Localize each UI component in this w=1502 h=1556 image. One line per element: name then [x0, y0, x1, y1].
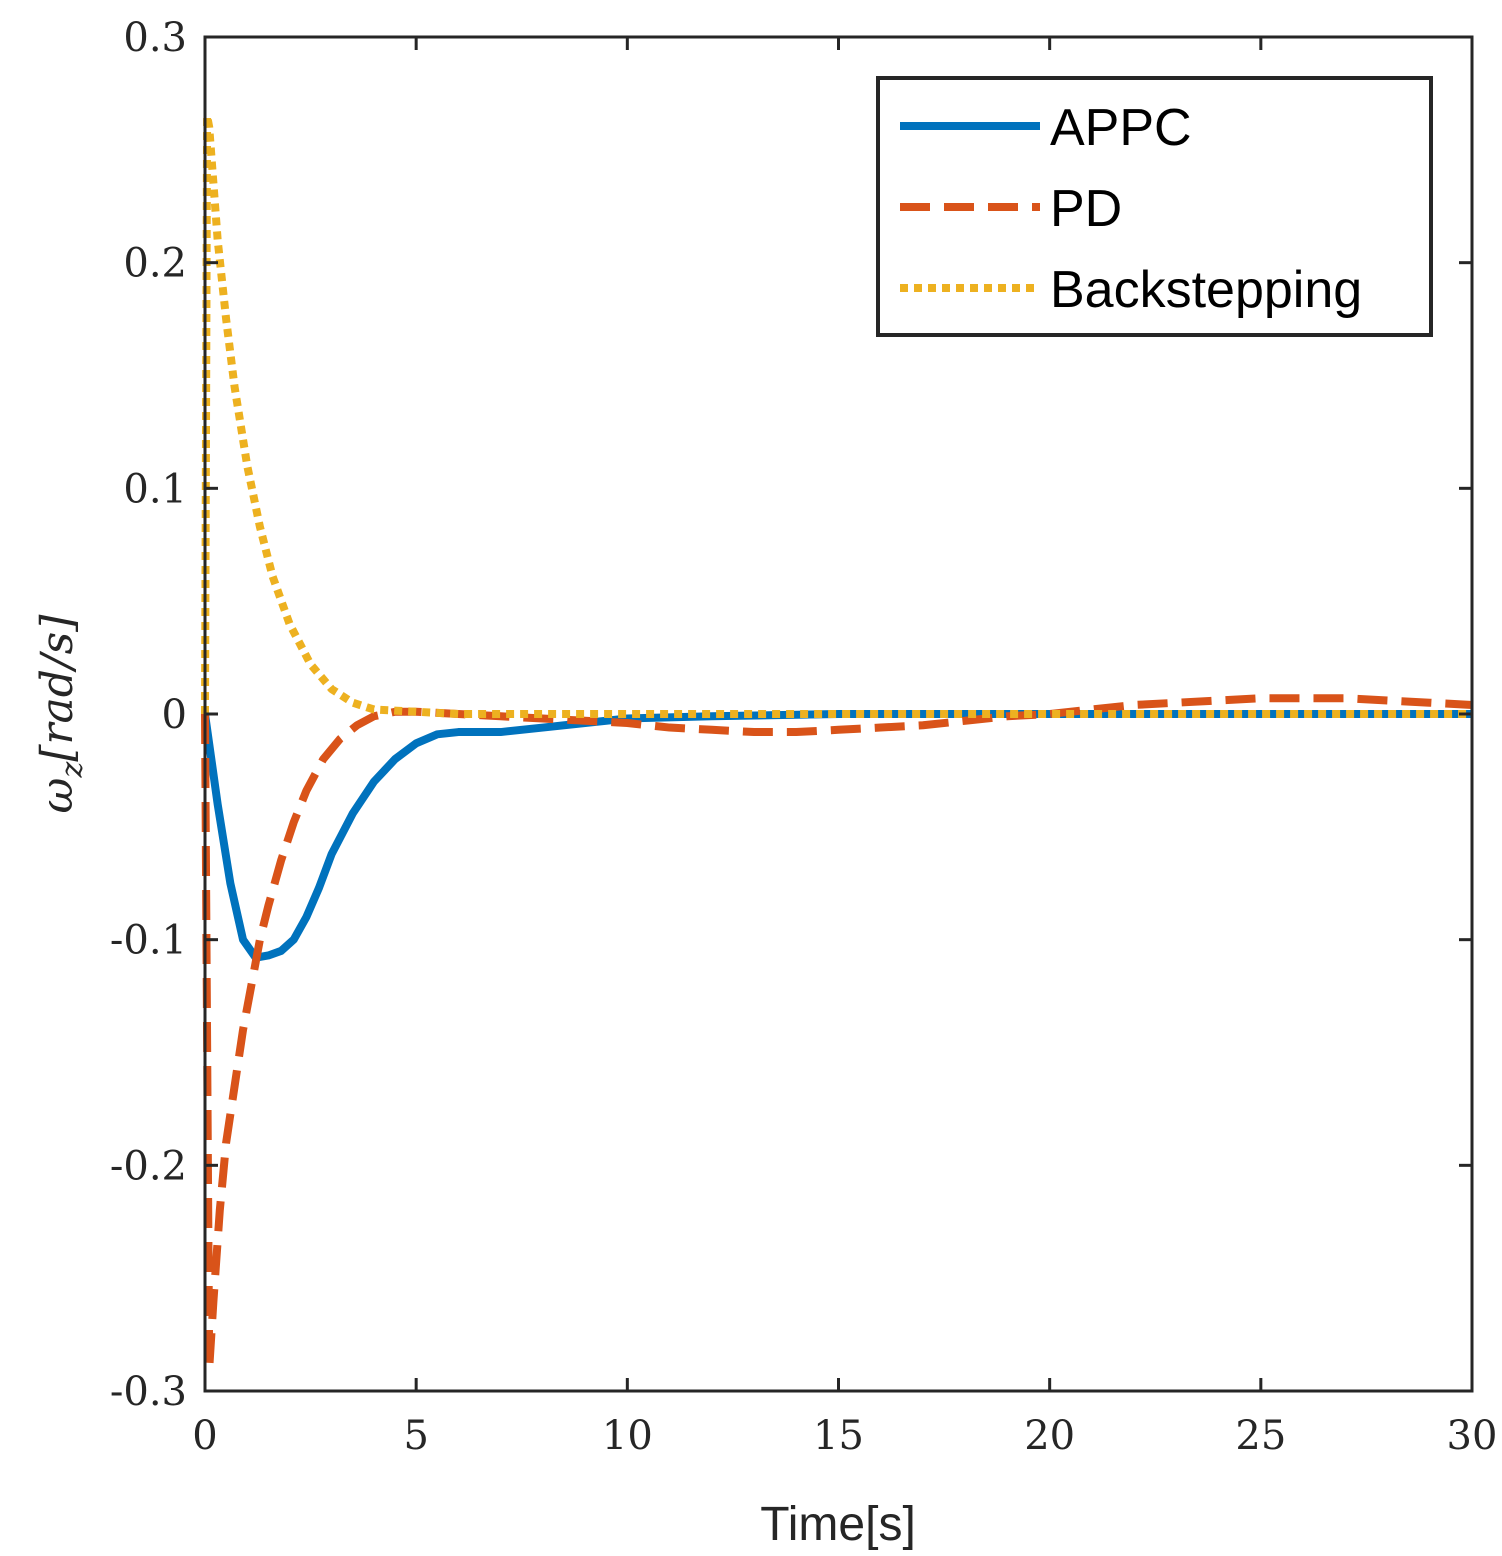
y-tick-label: 0.1 [123, 466, 187, 512]
x-tick-label: 20 [1024, 1413, 1075, 1459]
x-tick-label: 5 [403, 1413, 428, 1459]
series-layer [201, 111, 1473, 1373]
x-tick-label: 25 [1235, 1413, 1286, 1459]
legend-label-appc: APPC [1050, 99, 1192, 157]
y-tick-label: 0.2 [123, 241, 187, 287]
legend-label-backstepping: Backstepping [1050, 261, 1362, 319]
legend-label-pd: PD [1050, 180, 1122, 238]
series-line-backstepping [201, 111, 1472, 718]
x-tick-label: 10 [602, 1413, 653, 1459]
legend: APPC PD Backstepping [876, 76, 1433, 337]
x-axis-label: Time[s] [760, 1498, 916, 1551]
y-axis-label-subscript: z [55, 762, 90, 779]
y-tick-label: -0.1 [110, 918, 187, 964]
y-tick-label: 0 [162, 692, 187, 738]
y-tick-label: -0.3 [110, 1369, 187, 1415]
y-axis-label: ωz[rad/s] [32, 614, 90, 814]
x-tick-label: 0 [192, 1413, 217, 1459]
x-tick-label: 30 [1447, 1413, 1498, 1459]
y-tick-label: -0.2 [110, 1143, 187, 1189]
x-tick-label: 15 [813, 1413, 864, 1459]
series-line-appc [201, 710, 1472, 962]
y-axis-label-symbol: ω [32, 778, 83, 814]
tick-labels-layer: 0 5 10 15 20 25 30 -0.3 -0.2 -0.1 0 0.1 0.2 0.3 [110, 15, 1498, 1459]
ticks-layer [203, 35, 1474, 1393]
y-tick-label: 0.3 [123, 15, 187, 61]
y-axis-label-units: [rad/s] [32, 614, 83, 762]
